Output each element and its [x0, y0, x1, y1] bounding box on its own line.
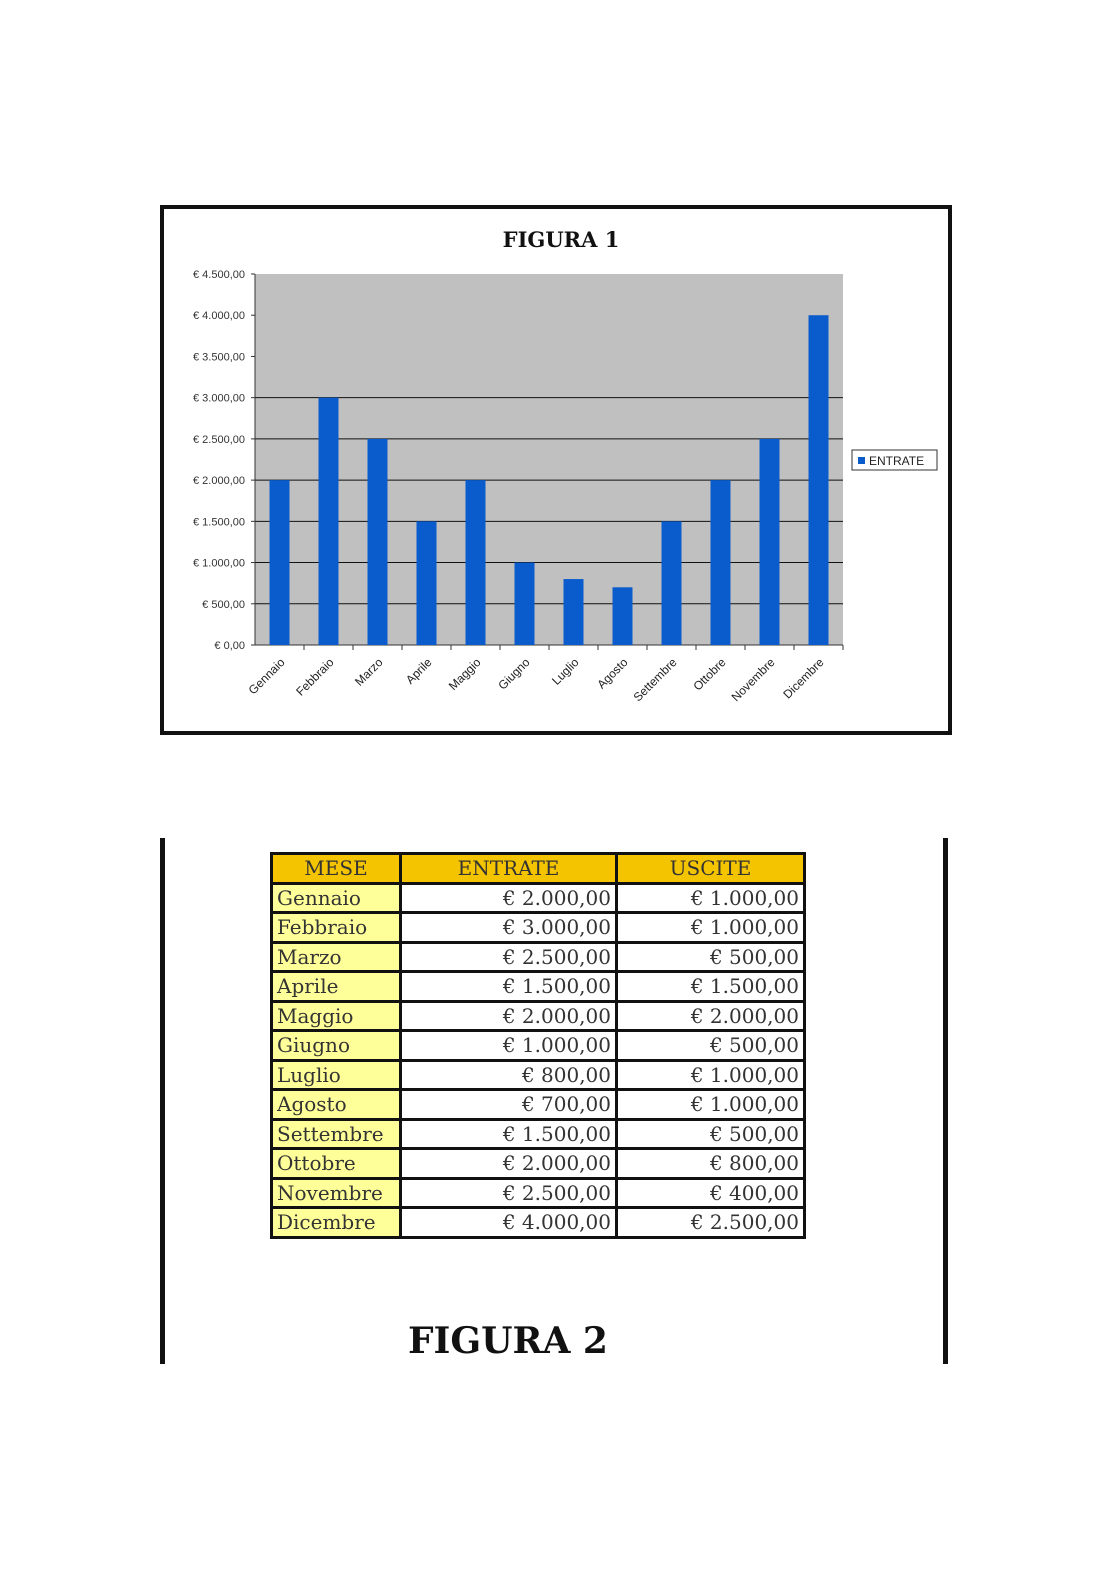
uscite-cell: € 500,00 — [615, 1117, 806, 1150]
entrate-cell: € 2.000,00 — [399, 881, 618, 914]
legend-swatch — [858, 457, 865, 464]
entrate-cell: € 2.000,00 — [399, 999, 618, 1032]
table-row: Gennaio € 2.000,00 € 1.000,00 — [270, 881, 806, 914]
uscite-cell: € 1.000,00 — [615, 881, 806, 914]
bar-luglio — [563, 579, 584, 645]
legend-label: ENTRATE — [869, 454, 924, 468]
entrate-cell: € 700,00 — [399, 1088, 618, 1121]
table-row: Novembre € 2.500,00 € 400,00 — [270, 1176, 806, 1209]
bar-maggio — [465, 480, 486, 645]
header-cell: USCITE — [615, 852, 806, 885]
bar-gennaio — [269, 480, 290, 645]
bar-novembre — [759, 438, 780, 645]
table-row: Dicembre € 4.000,00 € 2.500,00 — [270, 1206, 806, 1239]
x-tick-label: Giugno — [495, 655, 532, 692]
entrate-cell: € 4.000,00 — [399, 1206, 618, 1239]
table-row: Marzo € 2.500,00 € 500,00 — [270, 940, 806, 973]
y-tick-label: € 0,00 — [214, 640, 245, 652]
table-row: Luglio € 800,00 € 1.000,00 — [270, 1058, 806, 1091]
header-cell: ENTRATE — [399, 852, 618, 885]
uscite-cell: € 2.000,00 — [615, 999, 806, 1032]
header-cell: MESE — [270, 852, 402, 885]
uscite-cell: € 500,00 — [615, 1029, 806, 1062]
entrate-cell: € 3.000,00 — [399, 911, 618, 944]
month-cell: Gennaio — [270, 881, 402, 914]
entrate-cell: € 2.500,00 — [399, 1176, 618, 1209]
bar-febbraio — [318, 397, 339, 645]
table-row: Ottobre € 2.000,00 € 800,00 — [270, 1147, 806, 1180]
x-tick-label: Agosto — [594, 655, 631, 692]
bar-marzo — [367, 438, 388, 645]
table-row: Aprile € 1.500,00 € 1.500,00 — [270, 970, 806, 1003]
bar-chart: FIGURA 1 € 0,00 € 500,00 € 1.000,00 € 1.500,… — [193, 227, 938, 704]
entrate-cell: € 2.500,00 — [399, 940, 618, 973]
entrate-cell: € 800,00 — [399, 1058, 618, 1091]
x-tick-label: Maggio — [446, 655, 484, 693]
table-row: Agosto € 700,00 € 1.000,00 — [270, 1088, 806, 1121]
bar-aprile — [416, 521, 437, 645]
bar-agosto — [612, 587, 633, 645]
x-tick-label: Marzo — [352, 655, 386, 689]
right-border-line — [943, 838, 948, 1364]
entrate-cell: € 1.000,00 — [399, 1029, 618, 1062]
month-cell: Dicembre — [270, 1206, 402, 1239]
table-header-row: MESE ENTRATE USCITE — [270, 852, 806, 885]
bar-giugno — [514, 562, 535, 645]
uscite-cell: € 500,00 — [615, 940, 806, 973]
table-row: Febbraio € 3.000,00 € 1.000,00 — [270, 911, 806, 944]
x-tick-label: Luglio — [549, 655, 582, 688]
entrate-cell: € 1.500,00 — [399, 970, 618, 1003]
y-tick-label: € 4.000,00 — [193, 310, 245, 322]
data-table: MESE ENTRATE USCITE Gennaio € 2.000,00 € 1.0… — [270, 852, 806, 1239]
month-cell: Luglio — [270, 1058, 402, 1091]
month-cell: Settembre — [270, 1117, 402, 1150]
x-tick-label: Aprile — [403, 655, 435, 687]
bar-ottobre — [710, 480, 731, 645]
uscite-cell: € 1.000,00 — [615, 1088, 806, 1121]
chart-figure-1: FIGURA 1 € 0,00 € 500,00 € 1.000,00 € 1.500,… — [160, 205, 952, 735]
y-tick-label: € 1.000,00 — [193, 558, 245, 570]
left-border-line — [160, 838, 165, 1364]
y-tick-label: € 500,00 — [202, 599, 245, 611]
uscite-cell: € 800,00 — [615, 1147, 806, 1180]
uscite-cell: € 1.000,00 — [615, 1058, 806, 1091]
month-cell: Marzo — [270, 940, 402, 973]
y-tick-label: € 2.000,00 — [193, 475, 245, 487]
month-cell: Febbraio — [270, 911, 402, 944]
figure-2-caption: FIGURA 2 — [408, 1320, 608, 1362]
uscite-cell: € 400,00 — [615, 1176, 806, 1209]
uscite-cell: € 1.000,00 — [615, 911, 806, 944]
month-cell: Maggio — [270, 999, 402, 1032]
y-tick-label: € 2.500,00 — [193, 434, 245, 446]
table-row: Giugno € 1.000,00 € 500,00 — [270, 1029, 806, 1062]
month-cell: Agosto — [270, 1088, 402, 1121]
table-row: Settembre € 1.500,00 € 500,00 — [270, 1117, 806, 1150]
y-tick-label: € 1.500,00 — [193, 516, 245, 528]
x-tick-label: Dicembre — [780, 655, 826, 701]
table-row: Maggio € 2.000,00 € 2.000,00 — [270, 999, 806, 1032]
x-tick-label: Febbraio — [293, 655, 337, 699]
x-tick-label: Novembre — [729, 655, 778, 704]
bar-dicembre — [808, 315, 829, 645]
uscite-cell: € 2.500,00 — [615, 1206, 806, 1239]
month-cell: Giugno — [270, 1029, 402, 1062]
bar-settembre — [661, 521, 682, 645]
x-tick-label: Settembre — [631, 655, 680, 704]
y-tick-label: € 3.000,00 — [193, 393, 245, 405]
x-tick-label: Gennaio — [246, 655, 288, 697]
month-cell: Aprile — [270, 970, 402, 1003]
plot-area — [255, 274, 843, 645]
y-tick-label: € 4.500,00 — [193, 269, 245, 281]
legend-box — [851, 449, 938, 471]
month-cell: Ottobre — [270, 1147, 402, 1180]
month-cell: Novembre — [270, 1176, 402, 1209]
x-tick-label: Ottobre — [690, 655, 728, 693]
entrate-cell: € 1.500,00 — [399, 1117, 618, 1150]
y-tick-label: € 3.500,00 — [193, 351, 245, 363]
chart-title: FIGURA 1 — [503, 227, 620, 252]
uscite-cell: € 1.500,00 — [615, 970, 806, 1003]
entrate-cell: € 2.000,00 — [399, 1147, 618, 1180]
